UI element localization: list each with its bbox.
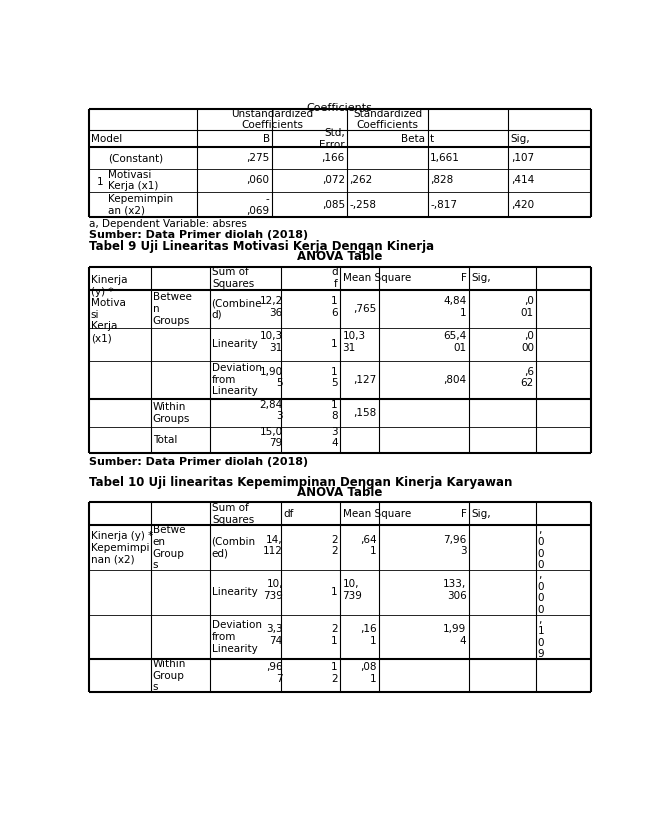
Text: ,96
7: ,96 7 bbox=[267, 662, 283, 684]
Text: ,0
00: ,0 00 bbox=[521, 331, 534, 353]
Text: Within
Groups: Within Groups bbox=[152, 403, 190, 424]
Text: ,828: ,828 bbox=[430, 175, 453, 185]
Text: 1,661: 1,661 bbox=[430, 153, 460, 164]
Text: 14,
112: 14, 112 bbox=[263, 535, 283, 556]
Text: Sig,: Sig, bbox=[471, 509, 491, 519]
Text: a, Dependent Variable: absres: a, Dependent Variable: absres bbox=[89, 219, 247, 229]
Text: 1
5: 1 5 bbox=[332, 367, 338, 388]
Text: F: F bbox=[461, 509, 467, 519]
Text: -
,069: - ,069 bbox=[247, 194, 270, 216]
Text: ,414: ,414 bbox=[511, 175, 534, 185]
Text: ,107: ,107 bbox=[511, 153, 534, 164]
Text: ,262: ,262 bbox=[349, 175, 373, 185]
Text: 10,
739: 10, 739 bbox=[343, 579, 363, 601]
Text: ,060: ,060 bbox=[247, 175, 270, 185]
Text: (Constant): (Constant) bbox=[109, 153, 164, 164]
Text: Deviation
from
Linearity: Deviation from Linearity bbox=[211, 621, 261, 654]
Text: ,0
01: ,0 01 bbox=[521, 296, 534, 318]
Text: 1,90
5: 1,90 5 bbox=[260, 367, 283, 388]
Text: ,16
1: ,16 1 bbox=[360, 624, 377, 646]
Text: Tabel 10 Uji linearitas Kepemimpinan Dengan Kinerja Karyawan: Tabel 10 Uji linearitas Kepemimpinan Den… bbox=[89, 476, 512, 489]
Text: 2
2: 2 2 bbox=[332, 535, 338, 556]
Text: (Combine
d): (Combine d) bbox=[211, 298, 262, 320]
Text: ANOVA Table: ANOVA Table bbox=[297, 250, 383, 263]
Text: 3,3
74: 3,3 74 bbox=[267, 624, 283, 646]
Text: 10,
739: 10, 739 bbox=[263, 579, 283, 601]
Text: 1: 1 bbox=[332, 588, 338, 598]
Text: 4,84
1: 4,84 1 bbox=[444, 296, 467, 318]
Text: Tabel 9 Uji Linearitas Motivasi Kerja Dengan Kinerja: Tabel 9 Uji Linearitas Motivasi Kerja De… bbox=[89, 240, 434, 253]
Text: ,804: ,804 bbox=[444, 375, 467, 385]
Text: ,085: ,085 bbox=[322, 200, 345, 210]
Text: Sumber: Data Primer diolah (2018): Sumber: Data Primer diolah (2018) bbox=[89, 230, 308, 240]
Text: 15,0
79: 15,0 79 bbox=[260, 427, 283, 448]
Text: ,127: ,127 bbox=[353, 375, 377, 385]
Text: Sig,: Sig, bbox=[471, 273, 491, 283]
Text: 1
6: 1 6 bbox=[332, 296, 338, 318]
Text: t: t bbox=[430, 134, 434, 144]
Text: Kinerja (y) *
Kepemimpi
nan (x2): Kinerja (y) * Kepemimpi nan (x2) bbox=[91, 531, 153, 564]
Text: -,817: -,817 bbox=[430, 200, 457, 210]
Text: ,072: ,072 bbox=[322, 175, 345, 185]
Text: 1,99
4: 1,99 4 bbox=[444, 624, 467, 646]
Text: Deviation
from
Linearity: Deviation from Linearity bbox=[211, 364, 261, 397]
Text: Model: Model bbox=[91, 134, 123, 144]
Text: ,64
1: ,64 1 bbox=[360, 535, 377, 556]
Text: Within
Group
s: Within Group s bbox=[152, 659, 186, 692]
Text: Mean Square: Mean Square bbox=[343, 509, 411, 519]
Text: Sum of
Squares: Sum of Squares bbox=[212, 503, 255, 525]
Text: 2
1: 2 1 bbox=[332, 624, 338, 646]
Text: Std,
Error: Std, Error bbox=[319, 128, 345, 149]
Text: 65,4
01: 65,4 01 bbox=[444, 331, 467, 353]
Text: -,258: -,258 bbox=[349, 200, 377, 210]
Text: ,
1
0
9: , 1 0 9 bbox=[538, 615, 544, 660]
Text: Motivasi
Kerja (x1): Motivasi Kerja (x1) bbox=[109, 169, 159, 191]
Text: Sum of
Squares: Sum of Squares bbox=[212, 267, 255, 289]
Text: Coefficients: Coefficients bbox=[307, 103, 373, 113]
Text: ANOVA Table: ANOVA Table bbox=[297, 486, 383, 499]
Text: Beta: Beta bbox=[401, 134, 426, 144]
Text: 1
2: 1 2 bbox=[332, 662, 338, 684]
Text: ,
0
0
0: , 0 0 0 bbox=[538, 570, 544, 615]
Text: ,275: ,275 bbox=[247, 153, 270, 164]
Text: 7,96
3: 7,96 3 bbox=[444, 535, 467, 556]
Text: F: F bbox=[461, 273, 467, 283]
Text: Linearity: Linearity bbox=[211, 339, 257, 349]
Text: ,765: ,765 bbox=[353, 304, 377, 314]
Text: Kepemimpin
an (x2): Kepemimpin an (x2) bbox=[109, 194, 174, 216]
Text: 10,3
31: 10,3 31 bbox=[343, 331, 365, 353]
Text: Betwe
en
Group
s: Betwe en Group s bbox=[152, 525, 185, 570]
Text: ,6
62: ,6 62 bbox=[520, 367, 534, 388]
Text: d
f: d f bbox=[332, 267, 338, 289]
Text: 12,2
36: 12,2 36 bbox=[260, 296, 283, 318]
Text: 1: 1 bbox=[332, 339, 338, 349]
Text: Sumber: Data Primer diolah (2018): Sumber: Data Primer diolah (2018) bbox=[89, 457, 308, 467]
Text: Standardized
Coefficients: Standardized Coefficients bbox=[353, 109, 422, 130]
Text: ,166: ,166 bbox=[322, 153, 345, 164]
Text: 2,84
3: 2,84 3 bbox=[260, 400, 283, 422]
Text: ,08
1: ,08 1 bbox=[360, 662, 377, 684]
Text: Sig,: Sig, bbox=[511, 134, 530, 144]
Text: Unstandardized
Coefficients: Unstandardized Coefficients bbox=[231, 109, 313, 130]
Text: ,420: ,420 bbox=[511, 200, 534, 210]
Text: 1: 1 bbox=[97, 178, 103, 188]
Text: (Combin
ed): (Combin ed) bbox=[211, 537, 256, 559]
Text: ,
0
0
0: , 0 0 0 bbox=[538, 525, 544, 570]
Text: 133,
306: 133, 306 bbox=[444, 579, 467, 601]
Text: ,158: ,158 bbox=[353, 408, 377, 418]
Text: 1
8: 1 8 bbox=[332, 400, 338, 422]
Text: B: B bbox=[263, 134, 270, 144]
Text: 10,3
31: 10,3 31 bbox=[260, 331, 283, 353]
Text: Betwee
n
Groups: Betwee n Groups bbox=[152, 292, 192, 325]
Text: df: df bbox=[284, 509, 294, 519]
Text: Total: Total bbox=[152, 435, 177, 445]
Text: Mean Square: Mean Square bbox=[343, 273, 411, 283]
Text: Kinerja
(y) *
Motiva
si
Kerja
(x1): Kinerja (y) * Motiva si Kerja (x1) bbox=[91, 275, 127, 343]
Text: Linearity: Linearity bbox=[211, 588, 257, 598]
Text: 3
4: 3 4 bbox=[332, 427, 338, 448]
